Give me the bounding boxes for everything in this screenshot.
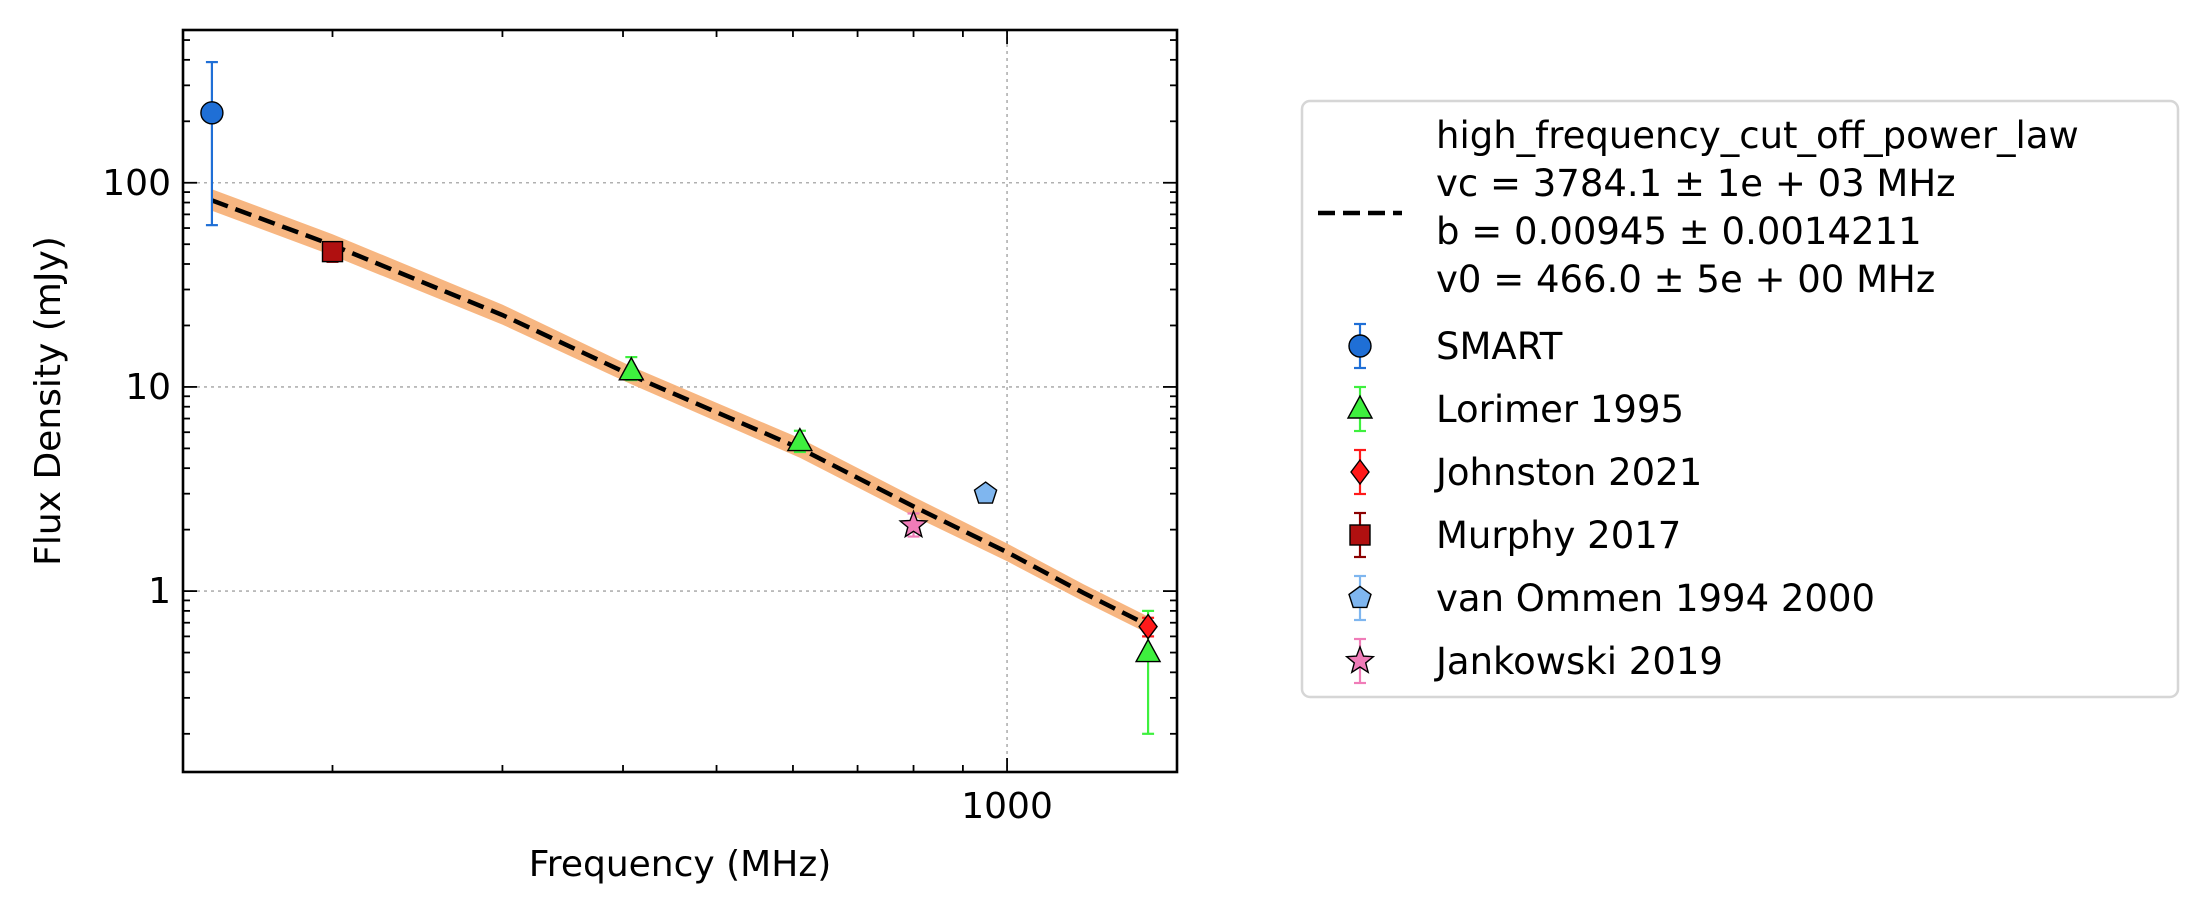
legend-swatch-lorimer-1995 (1346, 394, 1374, 419)
plot-frame (181, 28, 1179, 774)
legend-model-label: vc = 3784.1 ± 1e + 03 MHz (1436, 162, 1956, 205)
legend-model-label: v0 = 466.0 ± 5e + 00 MHz (1436, 258, 1935, 301)
legend-swatch-jankowski-2019 (1344, 645, 1376, 674)
x-tick-label: 1000 (961, 786, 1053, 827)
point-murphy-2017 (321, 240, 344, 263)
x-axis-label: Frequency (MHz) (529, 844, 832, 885)
point-van-ommen-1994-2000 (973, 481, 998, 504)
point-jankowski-2019 (898, 509, 929, 539)
plot-axes (181, 28, 1179, 774)
fit-band-area (211, 189, 1149, 634)
legend-label-lorimer-1995: Lorimer 1995 (1436, 388, 1684, 431)
legend-label-van-ommen-1994-2000: van Ommen 1994 2000 (1436, 577, 1875, 620)
fit-uncertainty-band (211, 189, 1149, 634)
point-lorimer-1995 (618, 356, 645, 381)
data-points (200, 60, 1162, 735)
y-tick-label: 100 (102, 163, 171, 204)
legend-swatch-murphy-2017 (1349, 524, 1371, 546)
point-smart (200, 101, 224, 125)
legend-box (1300, 99, 2180, 699)
legend-swatch-johnston-2021 (1350, 458, 1370, 486)
legend-swatch-smart (1348, 334, 1372, 358)
legend-label-smart: SMART (1436, 325, 1563, 368)
legend-swatch-van-ommen-1994-2000 (1348, 585, 1372, 609)
legend-label-johnston-2021: Johnston 2021 (1434, 451, 1702, 494)
point-johnston-2021 (1138, 613, 1158, 640)
legend-model-label: high_frequency_cut_off_power_law (1436, 114, 2079, 157)
y-tick-label: 1 (148, 571, 171, 612)
axis-ticks: 1000 1 10 100 (102, 30, 1177, 827)
legend-label-jankowski-2019: Jankowski 2019 (1434, 640, 1723, 683)
legend-model-label: b = 0.00945 ± 0.0014211 (1436, 210, 1922, 253)
y-tick-label: 10 (125, 367, 171, 408)
grid-lines (183, 30, 1177, 772)
point-lorimer-1995 (1134, 638, 1162, 663)
point-lorimer-1995 (786, 427, 814, 452)
legend-label-murphy-2017: Murphy 2017 (1436, 514, 1681, 557)
y-axis-label: Flux Density (mJy) (28, 236, 69, 566)
